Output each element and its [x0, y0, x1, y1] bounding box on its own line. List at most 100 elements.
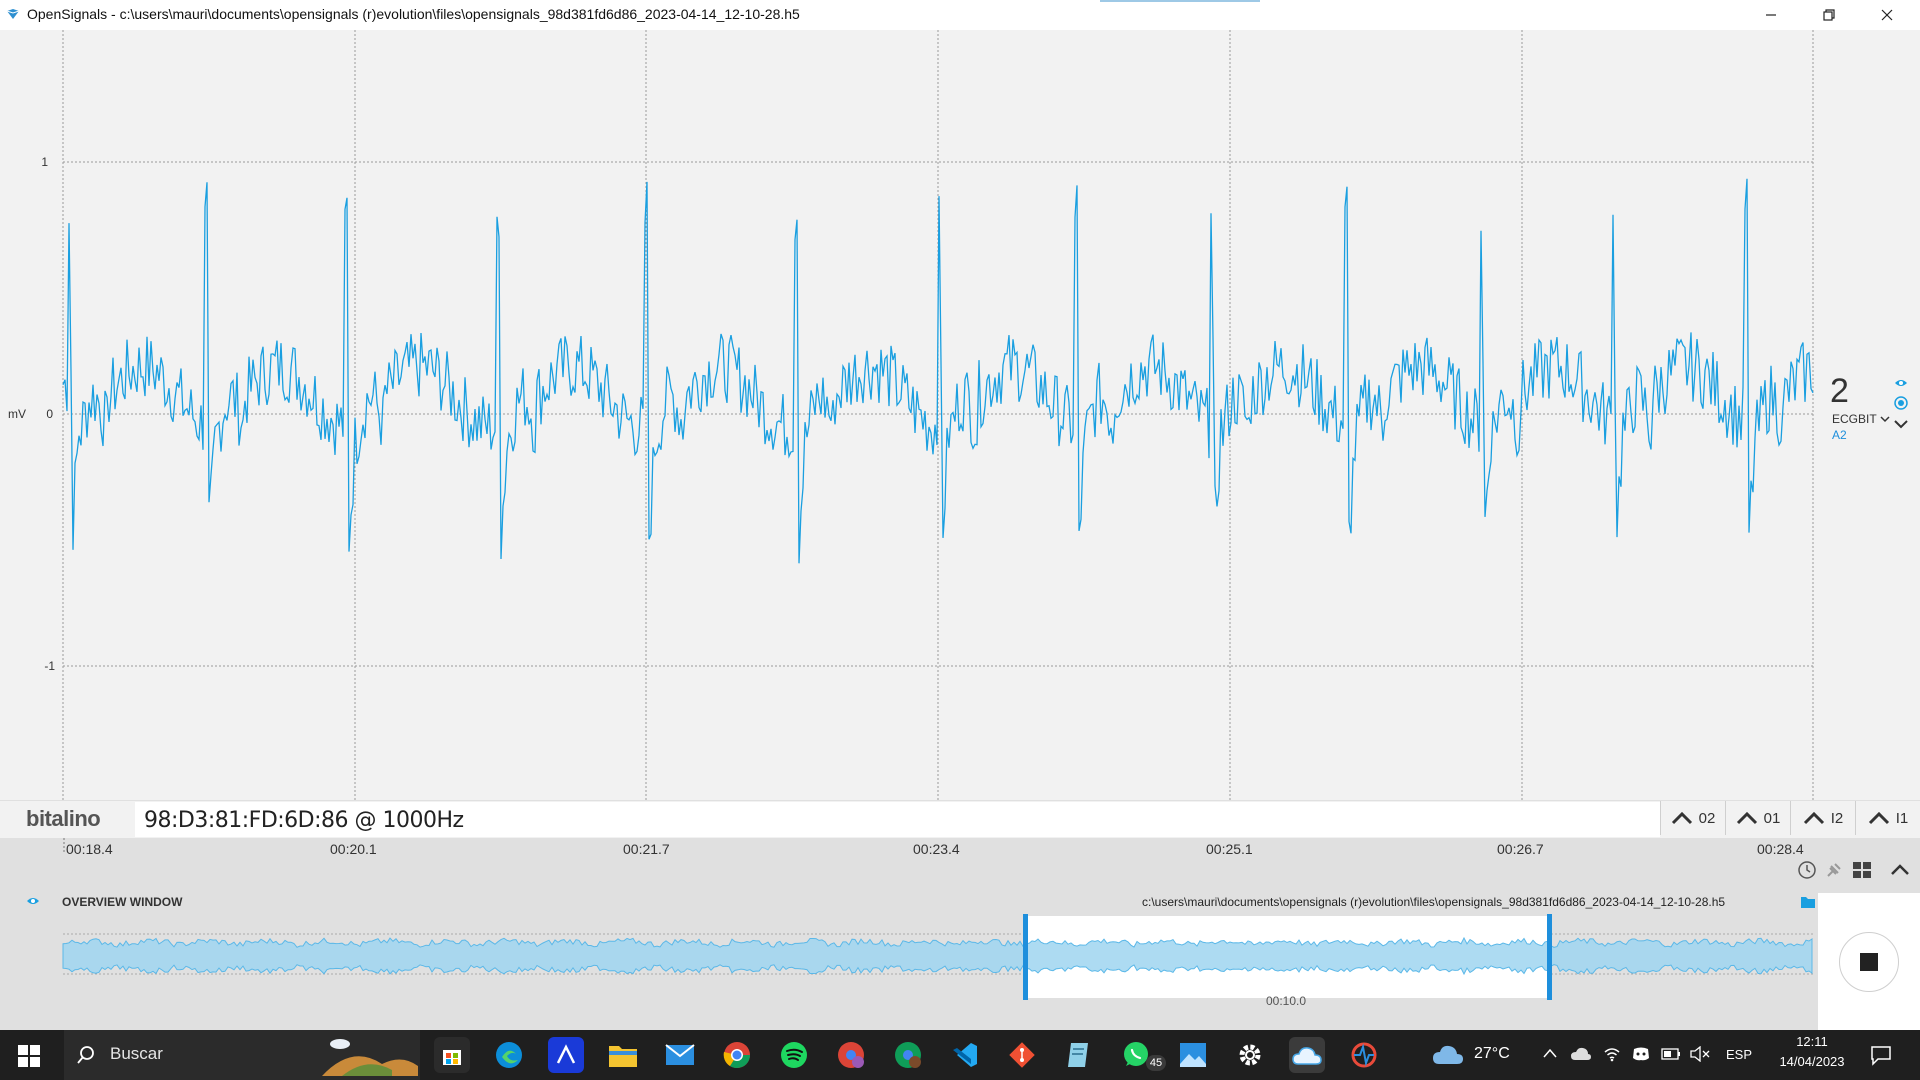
time-tick: 00:26.7: [1497, 841, 1544, 857]
settings-app[interactable]: [1232, 1037, 1268, 1073]
file-explorer-app[interactable]: [605, 1037, 641, 1073]
spotify-icon: [781, 1042, 807, 1068]
clock-icon[interactable]: [1797, 860, 1817, 880]
whatsapp-badge: 45: [1146, 1055, 1166, 1071]
git-app[interactable]: [1004, 1037, 1040, 1073]
target-icon[interactable]: [1894, 396, 1908, 410]
stop-button[interactable]: [1839, 932, 1899, 992]
channel-selector-i2[interactable]: I2: [1790, 801, 1855, 835]
whatsapp-icon: [1124, 1042, 1148, 1066]
notepad-app[interactable]: [1061, 1037, 1097, 1073]
chrome-icon: [723, 1042, 751, 1069]
time-tick: 00:28.4: [1757, 841, 1804, 857]
affinity-app[interactable]: [548, 1037, 584, 1073]
windows-start-icon[interactable]: [18, 1045, 40, 1067]
spotify-app[interactable]: [776, 1037, 812, 1073]
overview-eye-icon[interactable]: [26, 896, 40, 906]
mail-icon: [665, 1044, 695, 1065]
chevron-up-icon: [1671, 811, 1692, 825]
chrome-app[interactable]: [719, 1037, 755, 1073]
volume-muted-icon[interactable]: [1690, 1046, 1710, 1062]
selection-right-handle[interactable]: [1547, 914, 1552, 1000]
channel-selector-01[interactable]: 01: [1725, 801, 1790, 835]
channel-selector-label: 02: [1698, 809, 1716, 827]
expand-chevron-icon[interactable]: [1893, 418, 1909, 430]
opensignals-icon: [1351, 1042, 1377, 1068]
affinity-icon: [556, 1044, 576, 1064]
signal-plot-area[interactable]: 1 0 -1 mV: [0, 30, 1920, 800]
overview-window-title: OVERVIEW WINDOW: [62, 895, 183, 909]
channel-sensor-name[interactable]: ECGBIT: [1832, 412, 1877, 426]
discord-icon[interactable]: [1632, 1046, 1650, 1062]
whatsapp-app[interactable]: [1118, 1037, 1154, 1073]
chevron-up-icon: [1868, 811, 1889, 825]
notepad-icon: [1068, 1043, 1088, 1067]
edge-icon: [496, 1042, 522, 1068]
network-cloud-icon[interactable]: [1570, 1045, 1592, 1063]
chevron-up-icon: [1736, 811, 1757, 825]
channel-number: 2: [1830, 372, 1849, 410]
vscode-icon: [953, 1043, 977, 1067]
collapse-chevron-up-icon[interactable]: [1890, 862, 1910, 878]
eye-icon[interactable]: [1894, 378, 1908, 388]
clock-date[interactable]: 14/04/2023: [1779, 1054, 1845, 1069]
onedrive-icon: [1292, 1047, 1322, 1065]
close-icon: [1881, 9, 1893, 21]
time-tick: 00:23.4: [913, 841, 960, 857]
mail-app[interactable]: [662, 1037, 698, 1073]
plug-icon[interactable]: [1824, 860, 1844, 880]
folder-icon[interactable]: [1800, 895, 1816, 909]
title-bar: [0, 0, 1920, 30]
channel-selector-i1[interactable]: I1: [1855, 801, 1920, 835]
overview-signal-trace: [62, 936, 1813, 976]
onedrive-app[interactable]: [1289, 1037, 1325, 1073]
title-accent-line: [1100, 0, 1260, 2]
minimize-button[interactable]: [1742, 0, 1800, 30]
weather-temperature[interactable]: 27°C: [1474, 1045, 1510, 1062]
weather-landscape-icon: [322, 1039, 418, 1076]
close-button[interactable]: [1858, 0, 1916, 30]
opensignals-app[interactable]: [1346, 1037, 1382, 1073]
device-mac-rate: 98:D3:81:FD:6D:86 @ 1000Hz: [144, 808, 464, 833]
minimize-icon: [1766, 14, 1776, 16]
plot-grid: [62, 30, 1814, 800]
photos-app[interactable]: [1175, 1037, 1211, 1073]
restore-button[interactable]: [1800, 0, 1858, 30]
search-icon: [77, 1046, 94, 1064]
y-tick-1: 1: [41, 155, 48, 169]
store-app-icon[interactable]: [434, 1037, 470, 1073]
overview-window-duration: 00:10.0: [1266, 994, 1307, 1008]
overview-chart[interactable]: [0, 910, 1818, 1000]
vscode-app[interactable]: [947, 1037, 983, 1073]
chrome-profile-app[interactable]: [833, 1037, 869, 1073]
edge-app[interactable]: [491, 1037, 527, 1073]
timeline-start-marker: [63, 838, 65, 852]
clock-time[interactable]: 12:11: [1796, 1034, 1828, 1049]
notification-center-icon[interactable]: [1870, 1044, 1892, 1066]
chevron-down-icon[interactable]: [1880, 415, 1890, 423]
window-title: OpenSignals - c:\users\mauri\documents\o…: [27, 6, 800, 22]
chevron-up-icon: [1803, 811, 1824, 825]
tray-chevron-up-icon[interactable]: [1543, 1048, 1557, 1058]
channel-selector-label: I1: [1895, 809, 1909, 827]
restore-icon: [1823, 9, 1835, 21]
time-tick: 00:25.1: [1206, 841, 1253, 857]
selection-left-handle[interactable]: [1023, 914, 1028, 1000]
grid-layout-icon[interactable]: [1852, 860, 1872, 880]
battery-icon[interactable]: [1661, 1048, 1681, 1060]
chrome-profile-2-app[interactable]: [890, 1037, 926, 1073]
opensignals-app-icon: [6, 9, 20, 19]
time-tick: 00:18.4: [66, 841, 113, 857]
weather-cloud-icon[interactable]: [1432, 1042, 1464, 1066]
time-tick: 00:20.1: [330, 841, 377, 857]
chrome-profile-m2-icon: [895, 1042, 921, 1068]
channel-selector-label: I2: [1830, 809, 1844, 827]
language-indicator[interactable]: ESP: [1726, 1047, 1753, 1062]
time-tick: 00:21.7: [623, 841, 670, 857]
settings-icon: [1239, 1044, 1261, 1066]
ecg-signal-trace: [62, 178, 1814, 564]
git-icon: [1009, 1042, 1035, 1068]
channel-port: A2: [1832, 428, 1847, 442]
channel-selector-02[interactable]: 02: [1660, 801, 1725, 835]
wifi-icon[interactable]: [1603, 1046, 1621, 1062]
